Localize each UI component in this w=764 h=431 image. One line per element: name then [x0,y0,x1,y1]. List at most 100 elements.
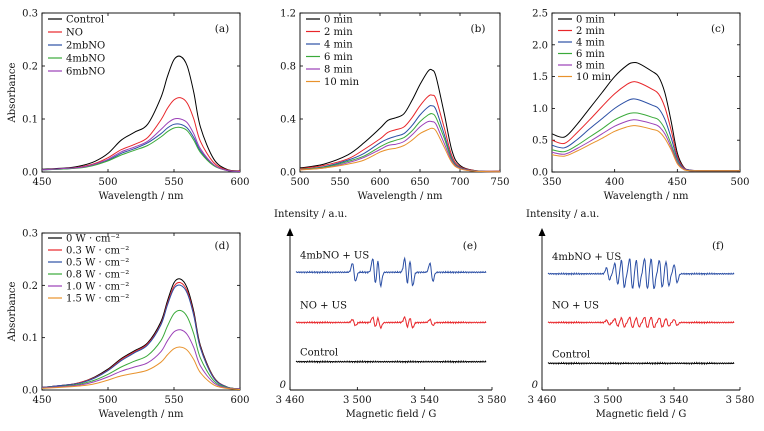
series-line-3 [299,113,501,173]
y-axis-label: Intensity / a.u. [526,209,599,220]
panel-f: Intensity / a.u. 0 3 460 3 500 3 540 3 580 Mag… [526,209,754,420]
series-line-4 [41,329,241,390]
series-line-0 [41,55,241,172]
series-line-3 [41,309,241,390]
legend-entry: 6mbNO [66,67,105,78]
x-tick-label: 3 460 [528,395,557,406]
y-tick-label: 2.0 [532,40,548,51]
x-tick-label: 3 540 [660,395,689,406]
y-tick-label: 2.5 [532,9,548,20]
series-line-2 [551,98,741,172]
x-tick-label: 450 [668,177,687,188]
y-axis-label: Absorbance [7,62,18,123]
legend-entry: 4mbNO [66,54,105,65]
legend-entry: 4 min [576,38,605,49]
y-tick-label: 1.5 [532,72,548,83]
legend-entry: 0.5 W · cm⁻² [66,258,129,269]
y-tick-label: 0.1 [22,333,38,344]
legend-entry: Control [66,15,104,26]
legend-entry: 2 min [324,27,353,38]
series-line-2 [41,284,241,390]
epr-trace-2 [547,361,735,366]
legend-entry: 2mbNO [66,41,105,52]
y-tick-label: 1.2 [280,9,296,20]
legend-entry: 10 min [324,77,360,88]
series-line-3 [41,126,241,172]
x-tick-label: 450 [32,177,51,188]
x-axis-label: Magnetic field / G [596,409,687,420]
panel-e: Intensity / a.u. 0 3 460 3 500 3 540 3 580 Mag… [274,209,506,420]
x-tick-label: 450 [32,395,51,406]
x-tick-label: 3 500 [343,395,372,406]
series-line-4 [299,120,501,173]
x-tick-label: 550 [330,177,349,188]
trace-label: NO + US [300,300,347,311]
x-axis-label: Wavelength / nm [98,409,184,420]
panel-label: (c) [711,23,725,35]
epr-trace-1 [547,316,735,329]
legend-entry: NO [66,28,83,39]
legend-entry: 0.8 W · cm⁻² [66,270,129,281]
y-tick-label: 0.3 [22,229,38,240]
panel-label: (b) [471,23,486,35]
y-tick-label: 0.0 [532,168,548,179]
y-tick-label: 0.0 [280,168,296,179]
x-tick-label: 600 [230,395,249,406]
x-axis-label: Wavelength / nm [603,191,689,202]
series-line-1 [299,94,501,172]
panel-label: (e) [463,240,477,252]
series-line-4 [551,119,741,172]
trace-label: Control [300,348,338,359]
trace-label: NO + US [552,300,599,311]
x-tick-label: 350 [542,177,561,188]
y-tick-label: 0.8 [280,62,296,73]
plot-frame [41,12,241,173]
y-tick-label: 0.4 [280,115,296,126]
epr-trace-2 [295,359,487,364]
x-tick-label: 500 [730,177,749,188]
x-tick-label: 600 [370,177,389,188]
legend-entry: 0 min [324,15,353,26]
x-tick-label: 600 [230,177,249,188]
series-line-4 [41,118,241,172]
x-tick-label: 3 500 [594,395,623,406]
x-tick-label: 3 540 [410,395,439,406]
x-tick-label: 550 [164,177,183,188]
series-line-1 [551,81,741,172]
series-line-1 [41,97,241,172]
legend-entry: 0 W · cm⁻² [66,234,120,245]
panel-a: 450 500 550 600 0.0 0.1 0.2 0.3 Wavelength / nm A… [7,9,250,203]
plot-frame [41,232,241,391]
x-tick-label: 3 460 [276,395,305,406]
epr-trace-0 [295,256,487,289]
y-axis-arrow-icon [286,228,294,236]
panel-label: (f) [712,240,724,252]
trace-label: 4mbNO + US [552,252,621,263]
x-tick-label: 500 [98,177,117,188]
y-tick-label: 0.0 [22,168,38,179]
panel-d: 450 500 550 600 0.0 0.1 0.2 0.3 Wavelength / nm A… [7,229,250,421]
x-tick-label: 550 [164,395,183,406]
y-tick-label: 0.3 [22,9,38,20]
legend-entry: 6 min [324,52,353,63]
legend-entry: 10 min [576,72,612,83]
x-tick-label: 700 [450,177,469,188]
x-axis-label: Wavelength / nm [98,191,184,202]
trace-label: 4mbNO + US [300,250,369,261]
plot-frame [299,12,501,173]
panel-label: (a) [215,23,229,35]
y-tick-label: 0.2 [22,62,38,73]
legend-entry: 8 min [576,61,605,72]
y-tick-label: 0.5 [532,136,548,147]
x-axis-label: Wavelength / nm [357,191,443,202]
series-line-2 [299,105,501,172]
panel-b: 500 550 600 650 700 750 0.0 0.4 0.8 1.2 Wavelength… [280,9,509,203]
legend-entry: 0.3 W · cm⁻² [66,246,129,257]
series-line-0 [299,68,501,172]
legend-entry: 2 min [576,26,605,37]
series-line-5 [551,125,741,172]
y-axis-arrow-icon [538,228,546,236]
legend-entry: 1.0 W · cm⁻² [66,282,129,293]
plot-frame [551,12,741,173]
